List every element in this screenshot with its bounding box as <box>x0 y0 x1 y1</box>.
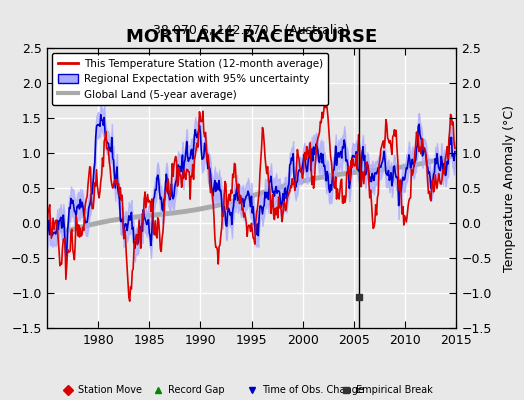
Text: 38.070 S, 142.770 E (Australia): 38.070 S, 142.770 E (Australia) <box>153 24 350 37</box>
Legend: This Temperature Station (12-month average), Regional Expectation with 95% uncer: This Temperature Station (12-month avera… <box>52 53 328 105</box>
Text: Record Gap: Record Gap <box>168 385 224 394</box>
Text: Empirical Break: Empirical Break <box>356 385 432 394</box>
Y-axis label: Temperature Anomaly (°C): Temperature Anomaly (°C) <box>503 104 516 272</box>
Text: Time of Obs. Change: Time of Obs. Change <box>262 385 364 394</box>
Title: MORTLAKE RACECOURSE: MORTLAKE RACECOURSE <box>126 28 377 46</box>
Text: Station Move: Station Move <box>78 385 142 394</box>
